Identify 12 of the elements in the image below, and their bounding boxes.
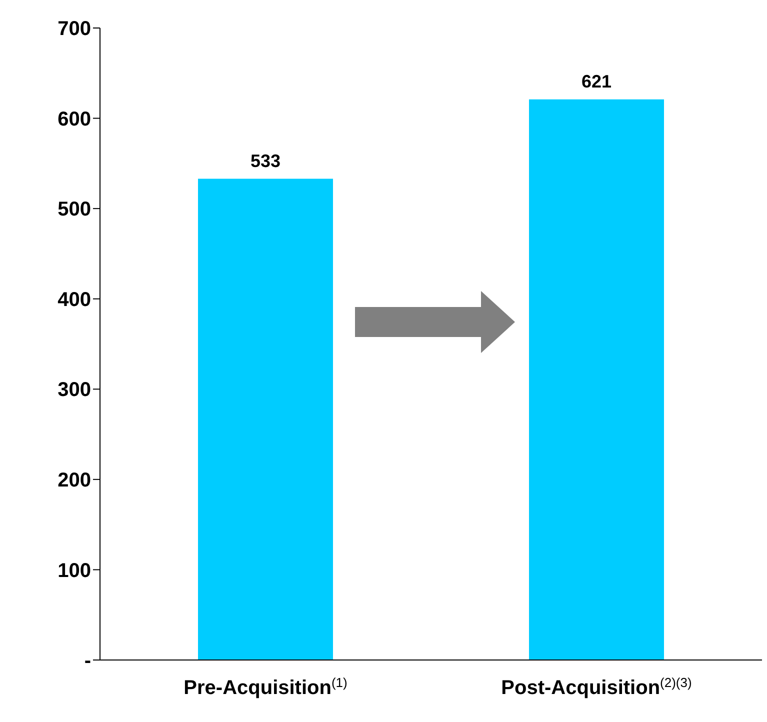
- y-tick-label: 200: [58, 470, 91, 492]
- data-label: 621: [581, 71, 612, 92]
- y-tick-label: 600: [58, 108, 91, 130]
- y-tick-label: 100: [58, 560, 91, 582]
- x-tick-label: Pre-Acquisition$^{(1)}$: [184, 674, 348, 699]
- y-tick-label: 300: [58, 379, 91, 402]
- data-label: 533: [250, 150, 281, 171]
- y-tick-label: 700: [58, 18, 91, 40]
- y-tick-label: -: [84, 650, 91, 672]
- y-tick-label: 500: [58, 198, 91, 221]
- y-tick-label: 400: [58, 288, 91, 311]
- x-tick-label: Post-Acquisition$^{(2)(3)}$: [501, 674, 692, 699]
